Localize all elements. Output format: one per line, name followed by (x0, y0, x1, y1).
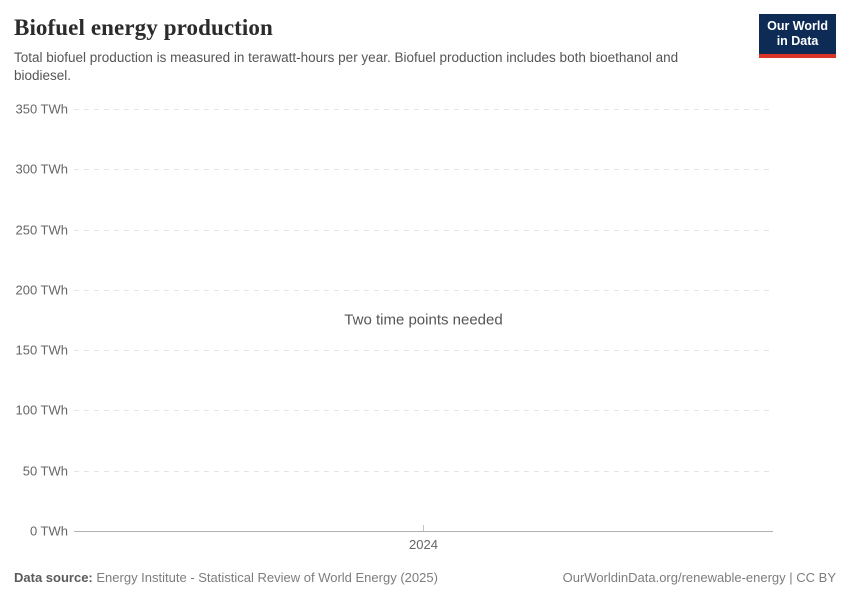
x-axis-tick-mark (423, 525, 424, 531)
y-axis-tick-label: 200 TWh (15, 282, 68, 298)
gridline (74, 350, 773, 352)
gridline (74, 410, 773, 412)
x-axis-line (74, 531, 773, 532)
empty-state-message: Two time points needed (344, 311, 503, 329)
data-source-label: Data source: (14, 570, 93, 585)
owid-url-link[interactable]: OurWorldinData.org/renewable-energy | CC… (562, 570, 836, 585)
y-axis-tick-label: 350 TWh (15, 101, 68, 117)
gridline (74, 289, 773, 291)
owid-logo-line2: in Data (776, 34, 819, 49)
y-axis-tick-label: 150 TWh (15, 342, 68, 358)
chart-subtitle: Total biofuel production is measured in … (14, 49, 679, 83)
y-axis-tick-label: 0 TWh (29, 523, 68, 539)
gridline (74, 229, 773, 231)
y-axis-tick-label: 100 TWh (15, 402, 68, 418)
y-axis-tick-label: 300 TWh (15, 161, 68, 177)
data-source-note: Data source: Energy Institute - Statisti… (14, 570, 438, 585)
owid-logo-line1: Our World (767, 19, 828, 33)
data-source-value: Energy Institute - Statistical Review of… (96, 570, 438, 585)
gridline (74, 470, 773, 472)
owid-logo[interactable]: Our World in Data (759, 14, 836, 58)
gridline (74, 109, 773, 110)
page-title: Biofuel energy production (14, 15, 273, 40)
y-axis-tick-label: 250 TWh (15, 222, 68, 238)
gridline (74, 169, 773, 171)
x-axis-tick-label: 2024 (409, 537, 438, 552)
chart-header: Biofuel energy production Total biofuel … (14, 14, 836, 85)
plot-area: Two time points needed 2024 0 TWh 50 TWh 1… (0, 102, 850, 552)
y-axis-tick-label: 50 TWh (22, 463, 68, 479)
chart-footer: Data source: Energy Institute - Statisti… (14, 570, 836, 585)
